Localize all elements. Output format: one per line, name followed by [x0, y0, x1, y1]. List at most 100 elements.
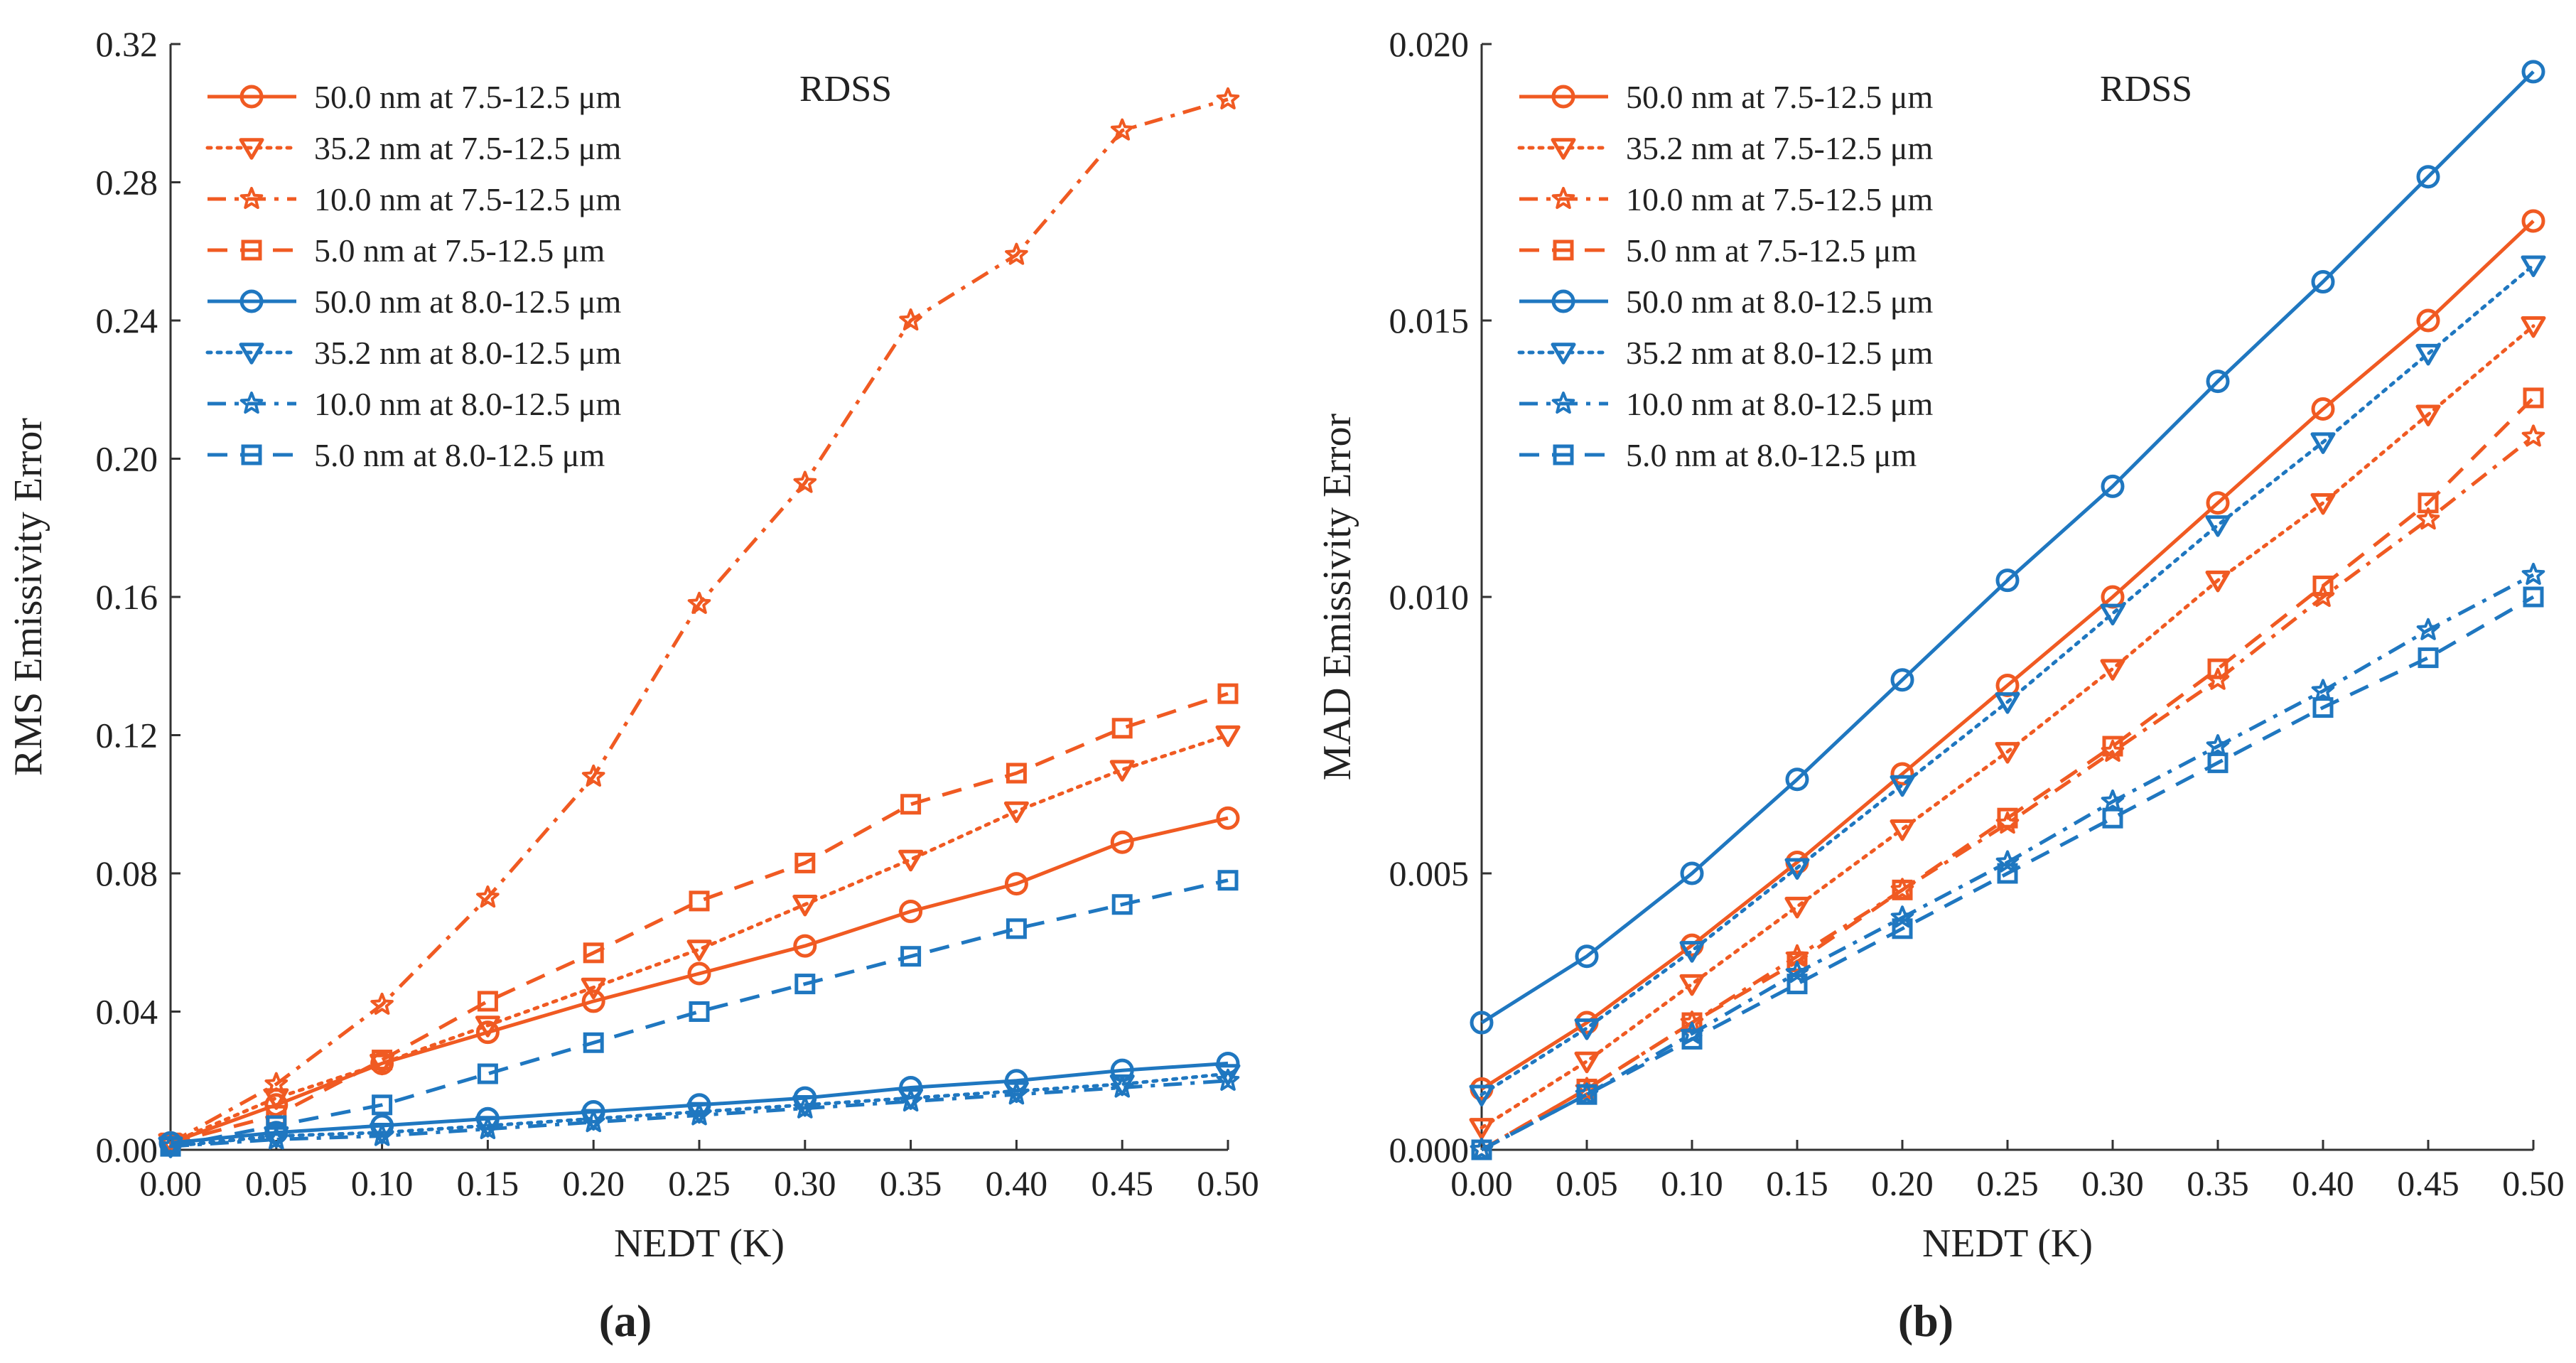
series-4: [1470, 60, 2545, 1035]
panel-label: (b): [1898, 1295, 1953, 1346]
data-point: [370, 1124, 394, 1146]
y-tick-label: 0.28: [96, 163, 158, 203]
legend-label: 5.0 nm at 7.5-12.5 μm: [1626, 232, 1917, 269]
data-point: [2416, 618, 2440, 640]
data-point: [1005, 1082, 1028, 1105]
data-point: [2523, 387, 2544, 409]
y-tick-label: 0.020: [1389, 24, 1470, 64]
data-point: [1574, 1018, 1600, 1040]
series-line: [170, 1079, 1229, 1148]
data-point: [2521, 316, 2546, 338]
legend-label: 5.0 nm at 8.0-12.5 μm: [1626, 437, 1917, 473]
x-tick-label: 0.00: [1450, 1163, 1513, 1203]
chart-panel-b: 0.000 0.005 0.010 0.015 0.020 0.00 0.05 0.10 0.1…: [1315, 24, 2565, 1346]
legend: 50.0 nm at 7.5-12.5 μm 35.2 nm at 7.5-12.…: [205, 79, 621, 473]
data-point: [687, 1103, 711, 1126]
data-point: [686, 939, 712, 961]
data-point: [1216, 806, 1240, 830]
data-point: [264, 1127, 289, 1150]
data-point: [899, 1075, 923, 1099]
data-point: [1892, 918, 1913, 939]
legend-marker: [239, 85, 264, 109]
data-point: [899, 1089, 922, 1112]
series-7: [160, 870, 1239, 1157]
data-point: [2416, 165, 2440, 189]
data-point: [2521, 60, 2545, 84]
data-point: [1005, 242, 1028, 265]
series-line: [168, 733, 1230, 1145]
series-line: [170, 878, 1229, 1148]
data-point: [2312, 697, 2334, 718]
x-tick-label: 0.25: [668, 1163, 731, 1203]
panel-label: (a): [599, 1295, 652, 1346]
legend-label: 50.0 nm at 8.0-12.5 μm: [1626, 284, 1933, 320]
legend-marker: [239, 187, 264, 210]
data-point: [1110, 118, 1134, 141]
y-tick-label: 0.24: [96, 301, 158, 340]
legend-marker: [239, 392, 264, 414]
series-line: [1480, 263, 2535, 1097]
y-axis-title: RMS Emissivity Error: [6, 418, 50, 776]
data-point: [477, 1063, 498, 1084]
data-point: [2206, 734, 2230, 757]
data-point: [793, 1096, 817, 1119]
legend: 50.0 nm at 7.5-12.5 μm 35.2 nm at 7.5-12.…: [1517, 79, 1933, 473]
data-point: [583, 942, 604, 964]
series-line: [1480, 595, 2535, 1152]
legend-label: 10.0 nm at 8.0-12.5 μm: [1626, 386, 1933, 422]
data-point: [1111, 718, 1133, 739]
series-3: [160, 683, 1239, 1153]
data-point: [1215, 1064, 1241, 1086]
legend-marker: [1551, 187, 1575, 210]
data-point: [899, 308, 922, 331]
data-point: [581, 977, 606, 1000]
series-line: [1480, 573, 2535, 1152]
data-point: [2311, 397, 2335, 421]
legend-marker: [1551, 343, 1576, 365]
data-point: [2311, 270, 2335, 294]
data-point: [1217, 683, 1239, 704]
y-tick-label: 0.015: [1389, 301, 1470, 340]
data-point: [1890, 775, 1915, 797]
data-point: [2310, 432, 2336, 454]
x-tick-label: 0.25: [1976, 1163, 2039, 1203]
x-tick-label: 0.15: [1766, 1163, 1828, 1203]
y-tick-label: 0.010: [1389, 577, 1470, 617]
data-point: [1003, 801, 1029, 824]
x-tick-label: 0.20: [562, 1163, 625, 1203]
data-point: [2311, 679, 2335, 701]
legend-marker: [239, 343, 264, 365]
x-tick-label: 0.15: [457, 1163, 519, 1203]
x-tick-label: 0.50: [1197, 1163, 1259, 1203]
legend-label: 10.0 nm at 8.0-12.5 μm: [314, 386, 621, 422]
data-point: [2207, 658, 2229, 679]
data-point: [477, 991, 498, 1012]
data-point: [2205, 515, 2231, 537]
data-point: [2102, 736, 2123, 757]
data-point: [160, 1136, 181, 1157]
y-tick-label: 0.00: [96, 1130, 158, 1170]
legend-marker: [1551, 392, 1575, 414]
data-point: [2207, 752, 2229, 773]
data-point: [1890, 905, 1914, 928]
data-point: [1679, 974, 1705, 996]
annotation-rdss: RDSS: [2100, 69, 2192, 109]
data-point: [2206, 491, 2230, 515]
data-point: [1890, 762, 1914, 786]
series-line: [170, 691, 1229, 1145]
data-point: [581, 764, 605, 787]
x-tick-label: 0.30: [774, 1163, 836, 1203]
x-tick-label: 0.40: [986, 1163, 1048, 1203]
data-point: [583, 1032, 604, 1053]
data-point: [1575, 944, 1599, 969]
legend-marker: [1553, 239, 1574, 261]
y-tick-label: 0.12: [96, 716, 158, 755]
data-point: [900, 794, 922, 815]
data-point: [1469, 1118, 1494, 1140]
legend-marker: [1551, 138, 1576, 160]
x-tick-label: 0.10: [351, 1163, 414, 1203]
x-tick-label: 0.50: [2502, 1163, 2565, 1203]
data-point: [1470, 1011, 1494, 1035]
data-point: [2312, 575, 2334, 596]
data-point: [581, 989, 605, 1013]
